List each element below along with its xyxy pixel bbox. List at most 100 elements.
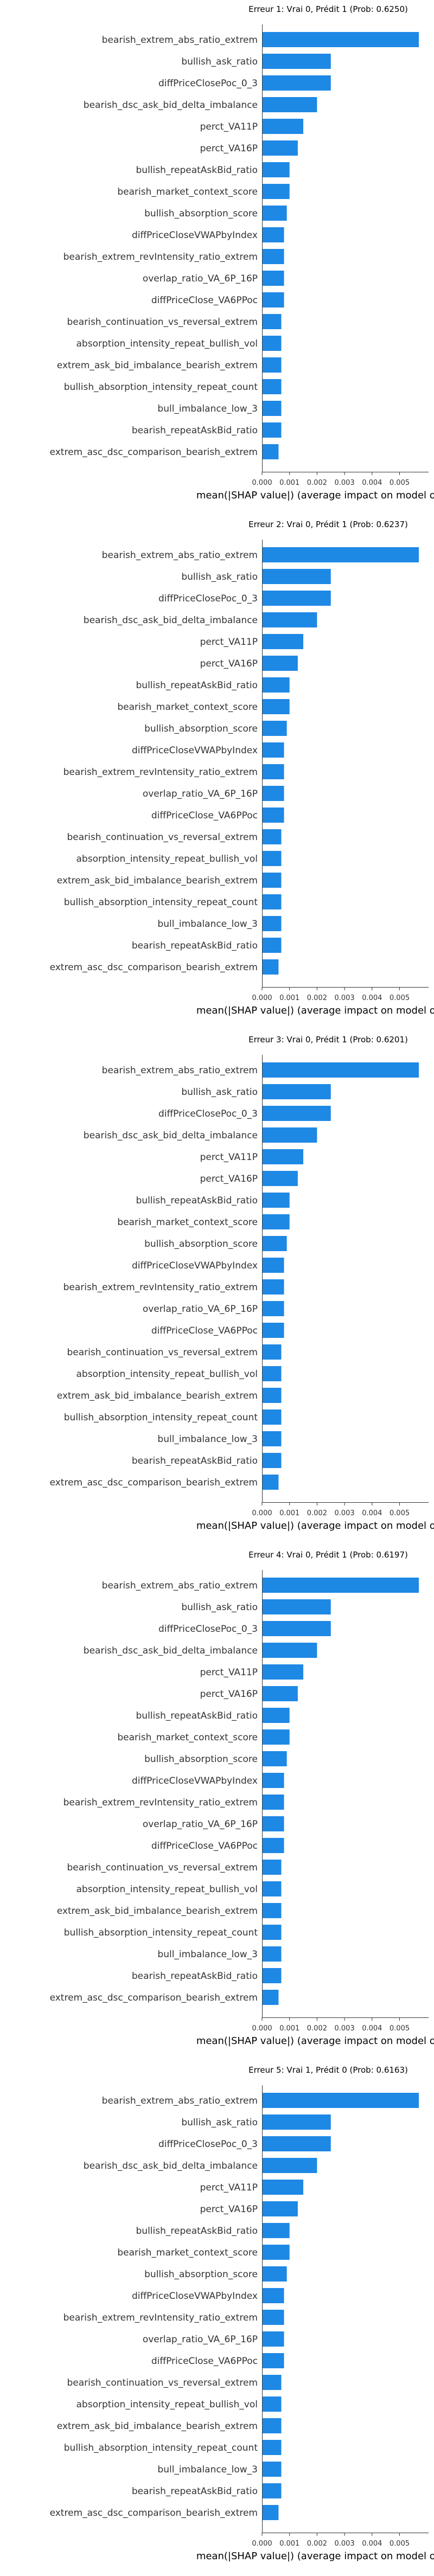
- feature-label: bullish_ask_ratio: [181, 56, 258, 67]
- shap-bar: [262, 2396, 282, 2412]
- feature-label: diffPriceClosePoc_0_3: [158, 593, 258, 604]
- shap-bar: [262, 271, 284, 286]
- shap-bar: [262, 894, 282, 909]
- feature-label: bearish_market_context_score: [117, 702, 258, 713]
- x-tick-label: 0.002: [307, 1509, 327, 1517]
- feature-label: bullish_repeatAskBid_ratio: [136, 1710, 258, 1721]
- feature-label: bearish_extrem_revIntensity_ratio_extrem: [63, 1282, 258, 1293]
- x-axis-label: mean(|SHAP value|) (average impact on mo…: [196, 1005, 434, 1016]
- shap-bar: [262, 140, 298, 156]
- shap-bar: [262, 1453, 282, 1468]
- x-tick-label: 0.002: [307, 479, 327, 487]
- shap-bar: [262, 547, 419, 562]
- shap-bar: [262, 97, 317, 112]
- feature-label: bearish_continuation_vs_reversal_extrem: [67, 2378, 258, 2388]
- shap-chart-1: Erreur 1: Vrai 0, Prédit 1 (Prob: 0.6250…: [50, 4, 434, 501]
- x-tick-label: 0.002: [307, 2024, 327, 2033]
- feature-label: perct_VA16P: [200, 143, 258, 154]
- shap-bar: [262, 1062, 419, 1078]
- feature-label: bull_imbalance_low_3: [157, 2464, 258, 2475]
- shap-bar: [262, 1084, 331, 1099]
- shap-bar: [262, 54, 331, 69]
- feature-label: bearish_extrem_abs_ratio_extrem: [102, 550, 258, 561]
- x-tick-label: 0.003: [334, 479, 354, 487]
- shap-bar: [262, 119, 304, 134]
- shap-bar: [262, 75, 331, 91]
- feature-label: diffPriceClosePoc_0_3: [158, 1108, 258, 1119]
- feature-label: bearish_continuation_vs_reversal_extrem: [67, 1347, 258, 1358]
- feature-label: bull_imbalance_low_3: [157, 1949, 258, 1960]
- feature-label: bullish_ask_ratio: [181, 1087, 258, 1098]
- shap-bar: [262, 292, 284, 307]
- feature-label: perct_VA16P: [200, 1689, 258, 1700]
- shap-bar: [262, 336, 282, 351]
- shap-bar: [262, 1816, 284, 1831]
- x-tick-label: 0.002: [307, 2540, 327, 2548]
- feature-label: bullish_absorption_score: [144, 1239, 258, 1249]
- feature-label: bearish_extrem_revIntensity_ratio_extrem: [63, 2312, 258, 2323]
- feature-label: extrem_ask_bid_imbalance_bearish_extrem: [57, 360, 258, 371]
- feature-label: extrem_ask_bid_imbalance_bearish_extrem: [57, 2421, 258, 2432]
- feature-label: bullish_absorption_score: [144, 1754, 258, 1765]
- shap-bar: [262, 357, 282, 373]
- shap-bar: [262, 379, 282, 394]
- shap-bar: [262, 721, 287, 736]
- shap-bar: [262, 916, 282, 931]
- chart-title: Erreur 2: Vrai 0, Prédit 1 (Prob: 0.6237…: [248, 520, 408, 529]
- chart-title: Erreur 4: Vrai 0, Prédit 1 (Prob: 0.6197…: [248, 1550, 408, 1560]
- shap-bar: [262, 444, 279, 459]
- feature-label: bearish_continuation_vs_reversal_extrem: [67, 317, 258, 328]
- x-tick-label: 0.003: [334, 2024, 354, 2033]
- shap-bar: [262, 1621, 331, 1636]
- shap-bar: [262, 764, 284, 779]
- shap-bar: [262, 677, 290, 693]
- feature-label: overlap_ratio_VA_6P_16P: [143, 1819, 258, 1830]
- shap-bar: [262, 2288, 284, 2303]
- shap-bar: [262, 1664, 304, 1680]
- feature-label: overlap_ratio_VA_6P_16P: [143, 273, 258, 284]
- x-tick-label: 0.005: [390, 2540, 410, 2548]
- shap-bar: [262, 2375, 282, 2390]
- feature-label: bearish_continuation_vs_reversal_extrem: [67, 1862, 258, 1873]
- feature-label: perct_VA16P: [200, 1174, 258, 1184]
- feature-label: overlap_ratio_VA_6P_16P: [143, 789, 258, 799]
- shap-bar: [262, 1925, 282, 1940]
- feature-label: bearish_repeatAskBid_ratio: [132, 940, 258, 951]
- x-tick-label: 0.000: [252, 479, 272, 487]
- shap-bar: [262, 2418, 282, 2433]
- shap-bar: [262, 249, 284, 264]
- shap-bar: [262, 829, 282, 844]
- feature-label: perct_VA11P: [200, 1152, 258, 1163]
- feature-label: bullish_absorption_intensity_repeat_coun…: [64, 1412, 258, 1423]
- feature-label: diffPriceClosePoc_0_3: [158, 78, 258, 89]
- x-tick-label: 0.003: [334, 994, 354, 1002]
- x-tick-label: 0.000: [252, 2540, 272, 2548]
- x-tick-label: 0.005: [390, 994, 410, 1002]
- shap-bar: [262, 2136, 331, 2151]
- feature-label: bearish_repeatAskBid_ratio: [132, 425, 258, 436]
- feature-label: perct_VA11P: [200, 1667, 258, 1678]
- feature-label: overlap_ratio_VA_6P_16P: [143, 1304, 258, 1315]
- feature-label: overlap_ratio_VA_6P_16P: [143, 2334, 258, 2345]
- x-tick-label: 0.004: [362, 479, 382, 487]
- shap-bar: [262, 1279, 284, 1295]
- chart-title: Erreur 5: Vrai 1, Prédit 0 (Prob: 0.6163…: [248, 2065, 408, 2075]
- shap-bar: [262, 1475, 279, 1490]
- feature-label: extrem_ask_bid_imbalance_bearish_extrem: [57, 875, 258, 886]
- shap-bar: [262, 2310, 284, 2325]
- feature-label: bearish_market_context_score: [117, 187, 258, 197]
- feature-label: absorption_intensity_repeat_bullish_vol: [76, 338, 258, 349]
- shap-bar: [262, 1946, 282, 1962]
- feature-label: diffPriceClose_VA6PPoc: [151, 1841, 258, 1851]
- shap-bar: [262, 699, 290, 714]
- feature-label: diffPriceClose_VA6PPoc: [151, 1325, 258, 1336]
- shap-bar: [262, 612, 317, 627]
- x-tick-label: 0.003: [334, 2540, 354, 2548]
- feature-label: extrem_asc_dsc_comparison_bearish_extrem: [50, 2508, 258, 2519]
- feature-label: absorption_intensity_repeat_bullish_vol: [76, 1369, 258, 1380]
- feature-label: bearish_market_context_score: [117, 1217, 258, 1228]
- feature-label: bearish_dsc_ask_bid_delta_imbalance: [84, 1130, 258, 1141]
- shap-bar: [262, 1990, 279, 2005]
- x-tick-label: 0.004: [362, 2024, 382, 2033]
- x-tick-label: 0.003: [334, 1509, 354, 1517]
